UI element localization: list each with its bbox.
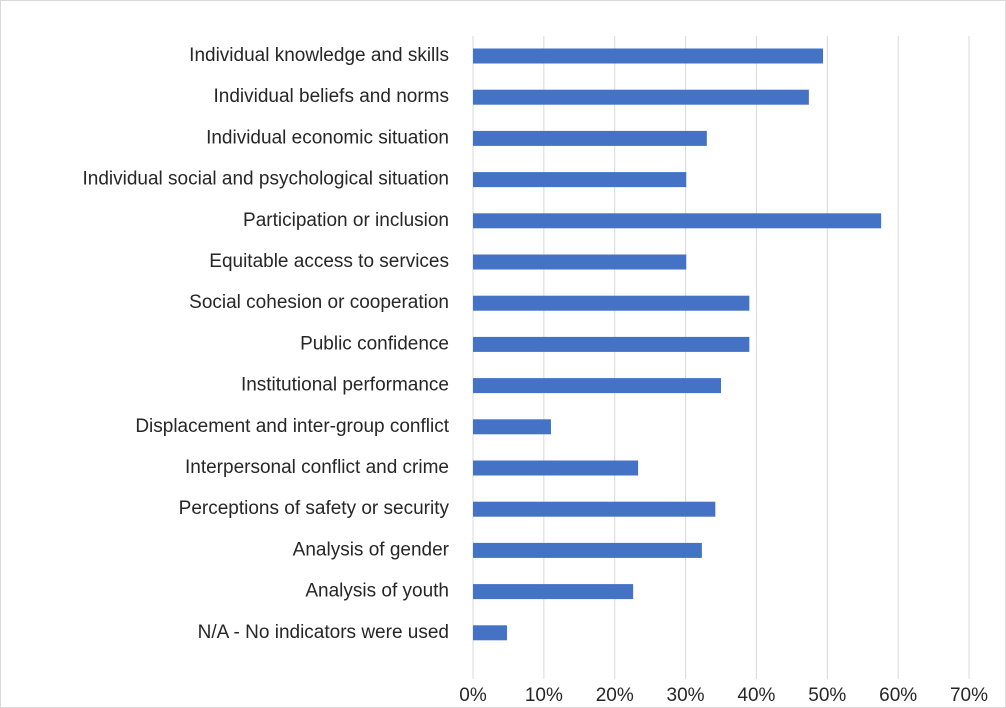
category-label: Equitable access to services: [209, 251, 449, 272]
bar: [473, 378, 721, 394]
x-tick-label: 50%: [808, 685, 846, 706]
category-label: Participation or inclusion: [243, 210, 449, 231]
x-tick-label: 60%: [879, 685, 917, 706]
x-tick-label: 30%: [667, 685, 705, 706]
x-tick-label: 0%: [459, 685, 487, 706]
x-tick-label: 10%: [525, 685, 563, 706]
category-label: Individual social and psychological situ…: [82, 169, 449, 190]
x-tick-label: 20%: [596, 685, 634, 706]
bar: [473, 213, 882, 229]
bar: [473, 89, 809, 105]
category-label: Interpersonal conflict and crime: [185, 457, 449, 478]
category-label: Individual beliefs and norms: [213, 86, 449, 107]
category-label: Public confidence: [300, 333, 449, 354]
category-label: Perceptions of safety or security: [179, 498, 450, 519]
bar: [473, 48, 824, 64]
category-label: Institutional performance: [241, 375, 449, 396]
bar: [473, 336, 750, 352]
bar: [473, 295, 750, 311]
bar: [473, 501, 716, 517]
category-labels: Individual knowledge and skills Individua…: [82, 45, 449, 643]
category-label: N/A - No indicators were used: [198, 622, 449, 643]
bar: [473, 625, 508, 641]
bar: [473, 130, 707, 146]
bar: [473, 460, 639, 476]
x-tick-label: 70%: [950, 685, 988, 706]
category-label: Social cohesion or cooperation: [189, 292, 449, 313]
x-axis-tick-labels: 0% 10% 20% 30% 40% 50% 60% 70%: [459, 685, 988, 706]
bar: [473, 419, 551, 435]
bar: [473, 172, 687, 188]
bars: [473, 48, 882, 641]
bar: [473, 584, 634, 600]
x-tick-label: 40%: [737, 685, 775, 706]
category-label: Individual economic situation: [206, 127, 449, 148]
bar: [473, 542, 702, 558]
category-label: Displacement and inter-group conflict: [135, 416, 449, 437]
bar: [473, 254, 687, 270]
category-label: Analysis of gender: [293, 539, 450, 560]
category-label: Analysis of youth: [305, 581, 449, 602]
category-label: Individual knowledge and skills: [189, 45, 449, 66]
